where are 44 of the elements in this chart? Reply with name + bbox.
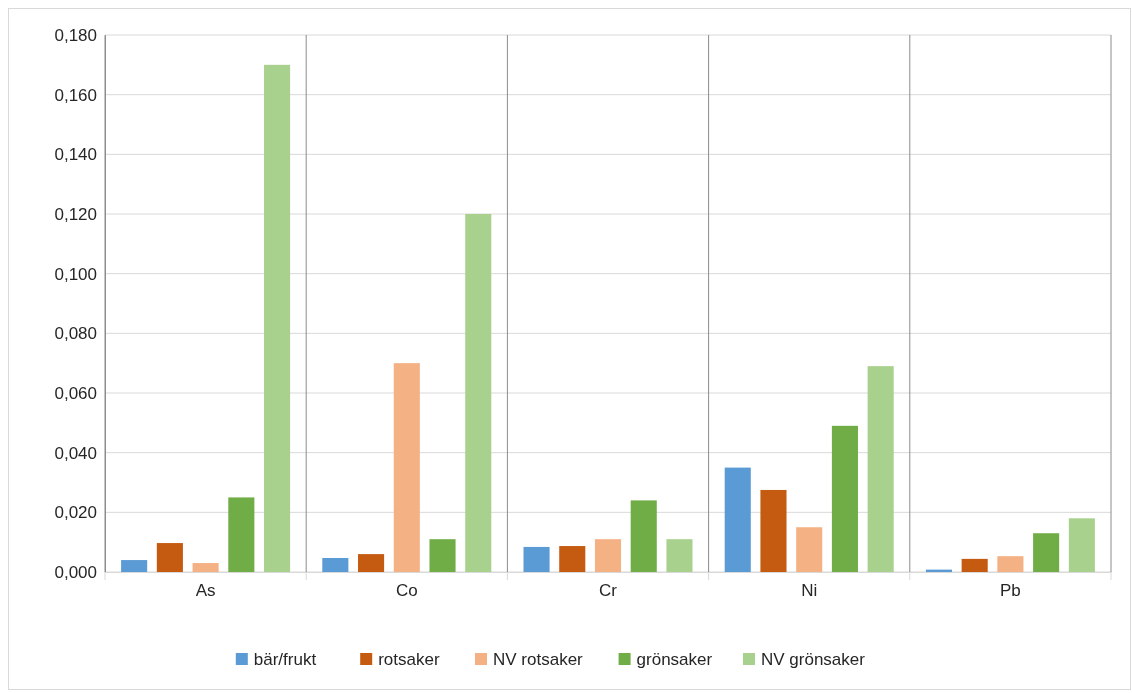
x-tick-label: As <box>195 581 216 601</box>
bar <box>228 497 255 572</box>
y-tick-label: 0,060 <box>54 383 97 403</box>
bar <box>831 425 858 572</box>
bar <box>322 557 349 572</box>
y-tick-label: 0,120 <box>54 204 97 224</box>
bar <box>1033 533 1060 572</box>
legend-label: rotsaker <box>378 649 440 669</box>
y-tick-label: 0,100 <box>54 264 97 284</box>
bar <box>358 554 385 572</box>
x-tick-label: Ni <box>801 581 818 601</box>
bar <box>559 546 586 572</box>
bar <box>156 543 183 572</box>
y-tick-label: 0,000 <box>54 562 97 582</box>
bar <box>121 560 148 572</box>
bar <box>393 363 420 572</box>
bar <box>997 556 1024 572</box>
legend-label: NV rotsaker <box>493 649 584 669</box>
legend-label: grönsaker <box>636 649 713 669</box>
bar <box>594 539 622 572</box>
y-tick-label: 0,140 <box>54 145 97 165</box>
bar <box>630 500 657 572</box>
y-tick-label: 0,020 <box>54 503 97 523</box>
bar <box>1068 518 1095 572</box>
bar <box>724 467 751 572</box>
x-tick-label: Pb <box>1000 581 1021 601</box>
bar <box>796 527 823 572</box>
x-tick-label: Co <box>395 581 418 601</box>
bar <box>465 214 492 572</box>
bar <box>429 539 456 572</box>
y-tick-label: 0,180 <box>54 25 97 45</box>
bar <box>192 563 219 572</box>
legend-label: NV grönsaker <box>761 649 866 669</box>
x-tick-label: Cr <box>599 581 618 601</box>
y-tick-label: 0,040 <box>54 443 97 463</box>
bar <box>961 558 988 572</box>
bar <box>666 539 693 572</box>
bar <box>760 489 787 572</box>
y-tick-label: 0,160 <box>54 85 97 105</box>
y-tick-label: 0,080 <box>54 324 97 344</box>
bar <box>264 64 291 572</box>
bar <box>867 366 894 572</box>
bar <box>523 546 550 572</box>
legend-label: bär/frukt <box>253 649 317 669</box>
